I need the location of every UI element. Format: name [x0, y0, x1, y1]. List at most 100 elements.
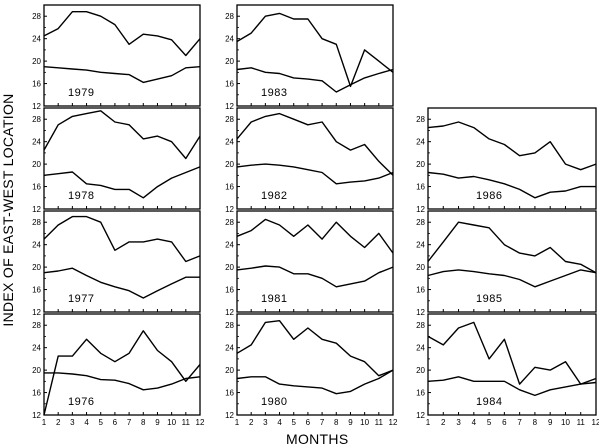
x-tick-label: 12	[196, 418, 205, 427]
series-line-lower	[236, 369, 394, 395]
y-tick-label: 16	[416, 183, 425, 192]
panel-frame	[427, 210, 597, 313]
panel-year-label: 1979	[68, 87, 94, 99]
x-tick-label: 12	[592, 418, 599, 427]
y-tick-label: 16	[225, 389, 234, 398]
x-tick-label: 11	[182, 418, 191, 427]
series-line-upper	[236, 218, 394, 254]
panel-frame	[427, 107, 597, 210]
x-tick-label: 8	[141, 418, 146, 427]
y-tick-label: 24	[225, 241, 234, 250]
panel-frame	[427, 313, 597, 416]
panel-year-label: 1980	[261, 396, 287, 408]
x-tick-label: 11	[375, 418, 384, 427]
y-tick-label: 28	[225, 115, 234, 124]
y-tick-label: 20	[32, 160, 41, 169]
y-tick-label: 28	[416, 321, 425, 330]
panel-frame	[236, 107, 394, 210]
series-line-upper	[236, 320, 394, 377]
series-line-upper	[427, 121, 597, 171]
y-tick-label: 28	[225, 12, 234, 21]
y-tick-label: 20	[32, 366, 41, 375]
y-tick-label: 28	[32, 321, 41, 330]
x-tick-label: 6	[113, 418, 118, 427]
y-tick-label: 12	[32, 411, 41, 420]
panel-frame	[236, 313, 394, 416]
y-tick-label: 16	[32, 389, 41, 398]
series-line-lower	[236, 67, 394, 93]
y-tick-label: 16	[32, 183, 41, 192]
y-tick-label: 16	[416, 286, 425, 295]
x-tick-label: 5	[292, 418, 297, 427]
series-line-lower	[43, 66, 201, 84]
y-tick-label: 28	[416, 218, 425, 227]
panel-year-label: 1976	[68, 396, 94, 408]
series-line-lower	[427, 171, 596, 199]
x-tick-label: 6	[502, 418, 507, 427]
y-tick-label: 24	[32, 138, 41, 147]
y-tick-label: 16	[416, 389, 425, 398]
panel-1985: 12 16 20 24 28 1985	[416, 210, 597, 317]
y-tick-label: 20	[225, 263, 234, 272]
series-line-lower	[43, 166, 201, 199]
x-tick-label: 1	[42, 418, 47, 427]
x-tick-label: 9	[548, 418, 553, 427]
x-tick-label: 2	[441, 418, 446, 427]
panel-year-label: 1985	[476, 293, 502, 305]
panel-1983: 12 16 20 24 28 1983	[225, 4, 394, 111]
x-tick-label: 8	[334, 418, 339, 427]
x-tick-label: 10	[167, 418, 176, 427]
panel-frame	[236, 4, 394, 107]
panel-1982: 12 16 20 24 28 1982	[225, 107, 394, 214]
x-tick-label: 4	[472, 418, 477, 427]
panel-frame	[43, 210, 201, 313]
x-axis-title: MONTHS	[286, 431, 349, 447]
series-line-upper	[43, 215, 201, 263]
panel-1977: 12 16 20 24 28 1977	[32, 210, 201, 317]
y-tick-label: 28	[32, 115, 41, 124]
y-axis-title: INDEX OF EAST-WEST LOCATION	[0, 93, 16, 327]
y-tick-label: 20	[225, 57, 234, 66]
y-tick-label: 24	[416, 344, 425, 353]
y-tick-label: 20	[32, 263, 41, 272]
x-tick-label: 2	[249, 418, 254, 427]
panel-year-label: 1977	[68, 293, 94, 305]
y-tick-label: 12	[225, 308, 234, 317]
x-tick-label: 10	[561, 418, 570, 427]
x-tick-label: 12	[389, 418, 398, 427]
series-line-lower	[427, 376, 597, 397]
x-tick-label: 2	[56, 418, 61, 427]
series-line-upper	[43, 330, 201, 416]
y-tick-label: 24	[32, 241, 41, 250]
y-tick-label: 16	[32, 80, 41, 89]
y-tick-label: 20	[225, 160, 234, 169]
y-tick-label: 28	[225, 321, 234, 330]
y-tick-label: 24	[225, 344, 234, 353]
panel-1978: 12 16 20 24 28 1978	[32, 107, 201, 214]
series-line-upper	[43, 110, 201, 160]
panel-year-label: 1984	[476, 396, 502, 408]
x-tick-label: 7	[517, 418, 522, 427]
series-line-lower	[44, 372, 201, 391]
series-line-lower	[236, 265, 394, 288]
y-tick-label: 16	[32, 286, 41, 295]
y-tick-label: 28	[32, 218, 41, 227]
panel-frame	[43, 107, 201, 210]
y-tick-label: 20	[225, 366, 234, 375]
y-tick-label: 28	[225, 218, 234, 227]
x-tick-label: 1	[426, 418, 431, 427]
series-line-upper	[427, 321, 597, 385]
panel-year-label: 1981	[261, 293, 287, 305]
y-tick-label: 12	[32, 308, 41, 317]
panel-1986: 12 16 20 24 28 1986	[416, 107, 597, 214]
y-tick-label: 20	[32, 57, 41, 66]
panel-1981: 12 16 20 24 28 1981	[225, 210, 394, 317]
y-tick-label: 12	[225, 411, 234, 420]
x-tick-label: 9	[155, 418, 160, 427]
series-line-upper	[427, 221, 597, 274]
series-line-lower	[43, 267, 200, 299]
panel-frame	[236, 210, 394, 313]
y-tick-label: 20	[416, 160, 425, 169]
